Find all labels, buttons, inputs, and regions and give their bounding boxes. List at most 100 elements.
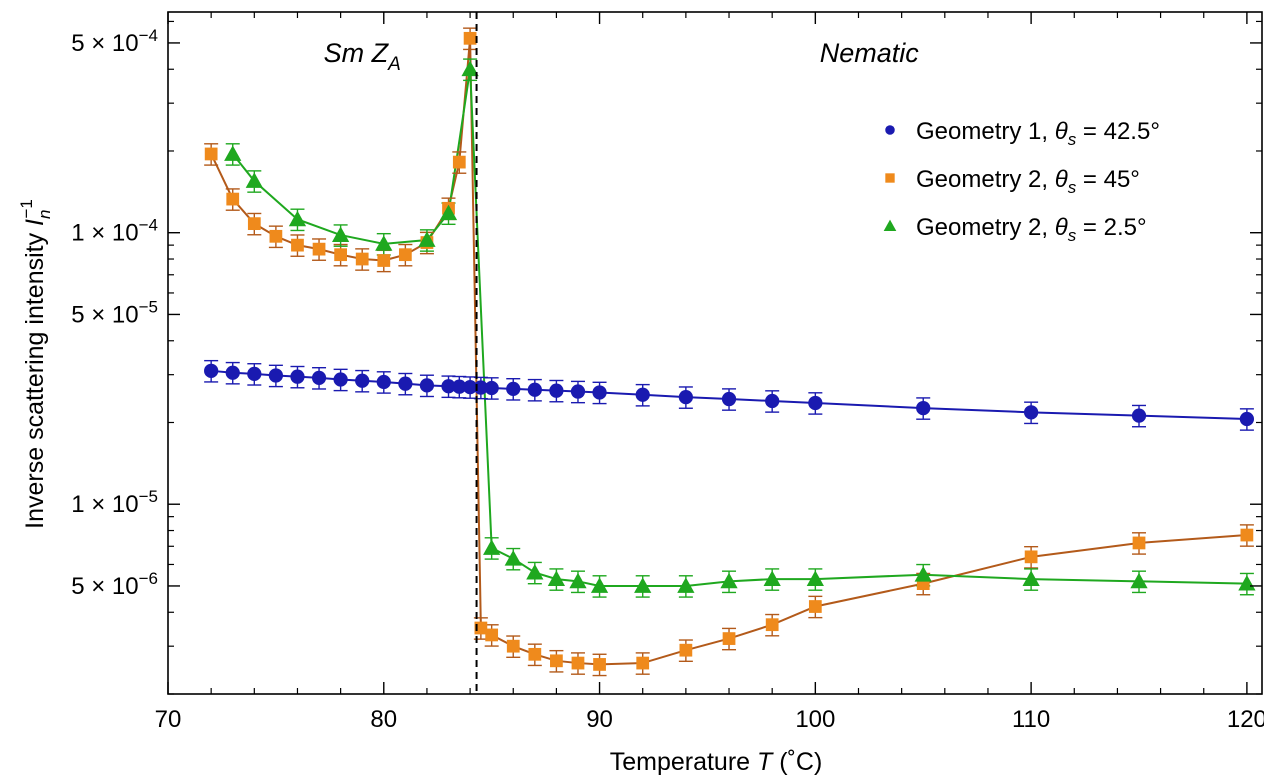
- region-label: Sm ZA: [324, 38, 401, 75]
- y-tick-label: 1 × 10−4: [71, 216, 158, 247]
- data-point-series-1: [1239, 411, 1255, 427]
- data-point-series-3: [1130, 572, 1148, 589]
- legend-marker: [885, 125, 895, 135]
- data-point-series-3: [590, 577, 609, 593]
- data-point-series-3: [677, 577, 695, 593]
- data-point-series-3: [504, 550, 522, 566]
- legend-marker: [883, 219, 897, 232]
- data-point-series-3: [806, 570, 824, 586]
- data-point-series-2: [269, 229, 283, 243]
- x-tick-label: 90: [586, 706, 613, 733]
- data-point-series-1: [484, 380, 499, 396]
- data-point-series-2: [204, 147, 218, 161]
- data-point-series-1: [376, 374, 391, 390]
- data-point-series-1: [592, 385, 607, 400]
- data-point-series-2: [765, 618, 779, 632]
- data-point-series-1: [678, 390, 693, 405]
- data-point-series-1: [247, 366, 262, 382]
- data-point-series-2: [722, 632, 736, 645]
- y-tick-label: 5 × 10−5: [71, 297, 158, 328]
- data-point-series-1: [204, 363, 219, 378]
- data-point-series-1: [419, 378, 435, 393]
- fit-line-series-3: [231, 69, 1247, 587]
- data-point-series-2: [1024, 550, 1038, 564]
- data-point-series-3: [1022, 570, 1040, 586]
- x-axis-ticks: 70 80 90 100 110 120: [155, 12, 1264, 733]
- data-point-series-2: [452, 155, 466, 169]
- legend-entry-label: Geometry 2, θs = 2.5°: [916, 214, 1147, 245]
- data-point-series-3: [763, 570, 781, 586]
- data-point-series-2: [550, 654, 563, 668]
- data-point-series-2: [593, 658, 606, 671]
- data-point-series-1: [452, 379, 467, 394]
- data-point-series-1: [1131, 408, 1147, 423]
- data-point-series-3: [720, 572, 738, 589]
- data-point-series-2: [291, 238, 304, 252]
- data-point-series-1: [311, 370, 327, 385]
- data-point-series-3: [418, 231, 436, 247]
- x-axis-title: Temperature T (˚C): [610, 748, 823, 776]
- y-tick-label: 5 × 10−6: [71, 569, 158, 600]
- data-point-series-2: [1240, 528, 1254, 542]
- data-point-series-2: [571, 656, 585, 670]
- data-point-series-1: [462, 379, 478, 395]
- x-tick-label: 120: [1227, 706, 1264, 733]
- data-point-series-2: [377, 254, 391, 267]
- data-point-series-3: [634, 577, 652, 593]
- plot-frame: [167, 11, 1263, 695]
- y-axis-title: Inverse scattering intensity In−1: [17, 199, 54, 529]
- data-point-series-2: [506, 639, 520, 653]
- data-point-series-3: [569, 572, 587, 589]
- data-point-series-3: [375, 235, 393, 251]
- x-tick-label: 100: [795, 706, 835, 733]
- data-point-series-2: [679, 643, 693, 657]
- data-point-series-2: [226, 192, 240, 206]
- legend-marker: [885, 173, 895, 183]
- data-point-series-1: [549, 383, 564, 398]
- data-point-series-1: [527, 382, 542, 397]
- data-point-series-2: [355, 252, 369, 266]
- data-point-series-1: [225, 365, 240, 380]
- data-point-series-2: [312, 242, 326, 256]
- legend-entry-label: Geometry 2, θs = 45°: [916, 166, 1140, 197]
- data-point-series-1: [290, 369, 305, 384]
- data-point-series-1: [721, 391, 737, 407]
- data-point-series-1: [398, 376, 413, 391]
- data-point-series-1: [635, 387, 650, 402]
- data-point-series-1: [506, 381, 521, 396]
- data-point-series-2: [474, 621, 488, 635]
- data-points: [204, 31, 1256, 671]
- x-tick-label: 70: [155, 706, 182, 733]
- y-axis-ticks: 5 × 10−6 1 × 10−5 5 × 10−5 1 × 10−4 5 × 10−4: [71, 20, 1262, 695]
- data-point-series-1: [333, 372, 348, 387]
- region-labels: Sm ZA Nematic: [324, 38, 920, 75]
- legend-entry-label: Geometry 1, θs = 42.5°: [916, 118, 1160, 149]
- data-point-series-3: [526, 563, 544, 580]
- region-label: Nematic: [820, 38, 920, 68]
- x-tick-label: 80: [370, 706, 397, 733]
- data-point-series-2: [463, 31, 477, 45]
- data-point-series-3: [245, 172, 263, 188]
- data-point-series-3: [439, 204, 458, 221]
- data-point-series-3: [547, 570, 566, 586]
- y-tick-label: 1 × 10−5: [71, 487, 158, 518]
- data-point-series-3: [483, 539, 501, 555]
- data-point-series-2: [808, 600, 822, 613]
- data-point-series-1: [808, 395, 823, 411]
- data-point-series-1: [570, 384, 586, 399]
- data-point-series-1: [1023, 405, 1039, 420]
- x-tick-label: 110: [1012, 706, 1050, 733]
- data-point-series-1: [441, 379, 456, 394]
- data-point-series-3: [224, 145, 242, 161]
- data-point-series-2: [247, 217, 261, 231]
- data-point-series-3: [461, 60, 479, 77]
- data-point-series-2: [398, 248, 412, 262]
- data-point-series-1: [765, 393, 780, 409]
- data-point-series-1: [916, 400, 931, 416]
- data-point-series-3: [331, 226, 350, 242]
- data-point-series-2: [334, 248, 347, 262]
- data-point-series-3: [288, 210, 307, 227]
- legend: Geometry 1, θs = 42.5° Geometry 2, θs = 4…: [883, 118, 1160, 245]
- data-point-series-2: [1132, 536, 1146, 550]
- data-point-series-2: [528, 647, 542, 661]
